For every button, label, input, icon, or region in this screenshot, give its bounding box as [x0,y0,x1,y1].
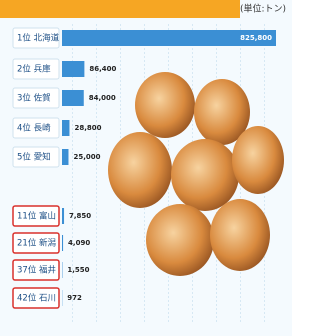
bar [62,120,69,136]
value-label: 1,550 [67,266,89,274]
bar [62,235,63,251]
value-label: 86,400 [89,65,116,73]
category-label: 21位 新潟 [17,238,57,249]
value-label: 4,090 [68,239,90,247]
bar [62,208,64,224]
title-banner [0,0,240,18]
category-label: 42位 石川 [17,293,56,304]
bar [62,90,84,106]
category-label: 37位 福井 [17,265,56,276]
chart: (単位:トン) 1位 北海道 825,800 2位 兵庫 86,400 3位 佐賀 84,… [0,0,292,336]
value-label: 825,800 [240,34,272,42]
category-label: 1位 北海道 [17,33,60,44]
category-label: 3位 佐賀 [17,93,51,104]
unit-label: (単位:トン) [240,3,286,15]
value-label: 972 [67,294,82,302]
bar [62,61,84,77]
category-label: 11位 富山 [17,211,56,222]
value-label: 28,800 [74,124,101,132]
value-label: 84,000 [89,94,116,102]
bar [62,149,68,165]
value-label: 7,850 [69,212,91,220]
value-label: 25,000 [73,153,100,161]
category-label: 4位 長崎 [17,123,51,134]
category-label: 5位 愛知 [17,152,51,163]
category-label: 2位 兵庫 [17,64,51,75]
